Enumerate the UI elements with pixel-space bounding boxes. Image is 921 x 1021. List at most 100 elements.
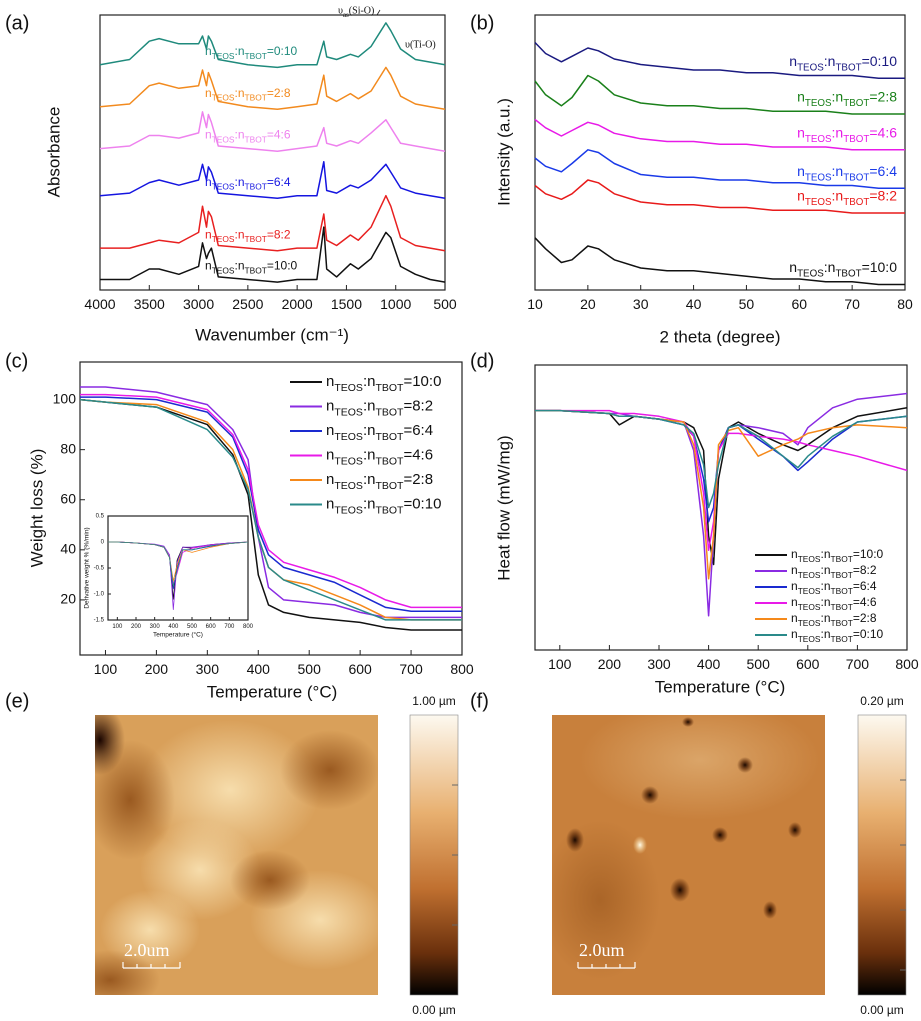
series-line bbox=[80, 393, 462, 609]
panel-label: (e) bbox=[5, 690, 29, 712]
x-tick-label: 4000 bbox=[84, 296, 115, 312]
x-tick-label: 200 bbox=[598, 656, 622, 672]
series-line bbox=[534, 118, 905, 151]
x-tick-label: 10 bbox=[527, 296, 543, 312]
y-tick-label: 40 bbox=[60, 541, 76, 557]
series-line bbox=[99, 111, 446, 152]
scale-bar bbox=[122, 962, 636, 969]
x-tick-label: 600 bbox=[796, 656, 820, 672]
x-tick-label: 100 bbox=[112, 624, 123, 630]
series-line bbox=[100, 226, 446, 283]
y-tick-label: 100 bbox=[53, 390, 77, 406]
x-tick-label: 800 bbox=[895, 656, 919, 672]
color-bar bbox=[409, 714, 459, 996]
x-tick-label: 200 bbox=[131, 624, 142, 630]
scale-bar-label: 2.0um bbox=[124, 940, 170, 960]
x-tick-label: 300 bbox=[150, 624, 161, 630]
x-tick-label: 3000 bbox=[183, 296, 214, 312]
series-line bbox=[80, 396, 462, 612]
scale-min: 0.00 µm bbox=[860, 1003, 904, 1017]
x-tick-label: 300 bbox=[647, 656, 671, 672]
x-tick-label: 800 bbox=[243, 624, 254, 630]
y-axis-label: Derivative weight % (%/min) bbox=[84, 527, 91, 608]
x-tick-label: 70 bbox=[844, 296, 860, 312]
scale-max: 1.00 µm bbox=[412, 694, 456, 708]
series-line bbox=[99, 22, 446, 69]
x-tick-label: 700 bbox=[224, 624, 235, 630]
panel-label: (c) bbox=[5, 350, 28, 372]
y-axis-label: Heat flow (mW/mg) bbox=[494, 435, 513, 580]
color-bar-ticks bbox=[452, 784, 458, 926]
series-line bbox=[535, 407, 908, 566]
x-tick-label: 600 bbox=[348, 661, 372, 677]
x-tick-label: 500 bbox=[747, 656, 771, 672]
x-tick-label: 500 bbox=[433, 296, 457, 312]
x-tick-label: 2000 bbox=[282, 296, 313, 312]
series-line bbox=[79, 398, 462, 631]
series-line bbox=[99, 160, 446, 200]
x-tick-label: 80 bbox=[897, 296, 913, 312]
x-tick-label: 400 bbox=[168, 624, 179, 630]
x-tick-label: 600 bbox=[206, 624, 217, 630]
series-line bbox=[534, 149, 905, 190]
y-tick-label: -1.5 bbox=[94, 618, 105, 624]
x-tick-label: 3500 bbox=[134, 296, 165, 312]
x-tick-label: 500 bbox=[187, 624, 198, 630]
y-tick-label: 0.5 bbox=[96, 514, 105, 520]
series-line bbox=[535, 409, 908, 552]
series-line bbox=[534, 237, 905, 286]
y-axis-label: Weight loss (%) bbox=[27, 449, 46, 568]
series-line bbox=[80, 386, 462, 619]
x-tick-label: 500 bbox=[298, 661, 322, 677]
x-axis-label: Temperature (°C) bbox=[207, 682, 338, 701]
plot-frame bbox=[534, 14, 906, 291]
y-tick-label: -1.0 bbox=[94, 592, 105, 598]
panel-label: (a) bbox=[5, 12, 29, 34]
y-axis-label: Intensity (a.u.) bbox=[494, 98, 513, 206]
y-tick-label: 0 bbox=[101, 540, 105, 546]
y-axis-label: Absorbance bbox=[44, 107, 63, 198]
x-tick-label: 400 bbox=[247, 661, 271, 677]
x-tick-label: 100 bbox=[94, 661, 118, 677]
x-tick-label: 1000 bbox=[380, 296, 411, 312]
panel-label: (b) bbox=[470, 12, 494, 34]
annotation: υ(Ti-O) bbox=[405, 39, 436, 50]
afm-image bbox=[95, 715, 378, 995]
panel-label: (d) bbox=[470, 350, 494, 372]
scale-bar-label: 2.0um bbox=[579, 940, 625, 960]
y-tick-label: 60 bbox=[60, 490, 76, 506]
x-tick-label: 700 bbox=[846, 656, 870, 672]
x-tick-label: 60 bbox=[791, 296, 807, 312]
panel-label: (f) bbox=[470, 690, 489, 712]
x-tick-label: 800 bbox=[450, 661, 474, 677]
x-tick-label: 2500 bbox=[232, 296, 263, 312]
color-bar bbox=[857, 714, 907, 996]
scale-max: 0.20 µm bbox=[860, 694, 904, 708]
series-line bbox=[534, 179, 905, 214]
x-tick-label: 400 bbox=[697, 656, 721, 672]
y-tick-label: 20 bbox=[60, 591, 76, 607]
x-tick-label: 30 bbox=[633, 296, 649, 312]
y-tick-label: -0.5 bbox=[94, 566, 105, 572]
x-axis-label: 2 theta (degree) bbox=[660, 327, 781, 346]
x-axis-label: Wavenumber (cm⁻¹) bbox=[195, 325, 349, 344]
x-tick-label: 50 bbox=[739, 296, 755, 312]
plot-frame bbox=[99, 14, 446, 291]
series-line bbox=[79, 398, 462, 621]
x-tick-label: 300 bbox=[196, 661, 220, 677]
x-axis-label: Temperature (°C) bbox=[153, 631, 203, 639]
x-tick-label: 40 bbox=[686, 296, 702, 312]
series-line bbox=[534, 41, 905, 80]
y-tick-label: 80 bbox=[60, 440, 76, 456]
series-line bbox=[535, 409, 908, 509]
x-tick-label: 700 bbox=[399, 661, 423, 677]
afm-image bbox=[552, 715, 825, 995]
series-line bbox=[534, 74, 905, 115]
series-line bbox=[108, 541, 249, 587]
series-line bbox=[100, 194, 446, 252]
scale-min: 0.00 µm bbox=[412, 1003, 456, 1017]
x-tick-label: 20 bbox=[580, 296, 596, 312]
color-bar-ticks bbox=[900, 779, 906, 971]
x-axis-label: Temperature (°C) bbox=[655, 677, 786, 696]
